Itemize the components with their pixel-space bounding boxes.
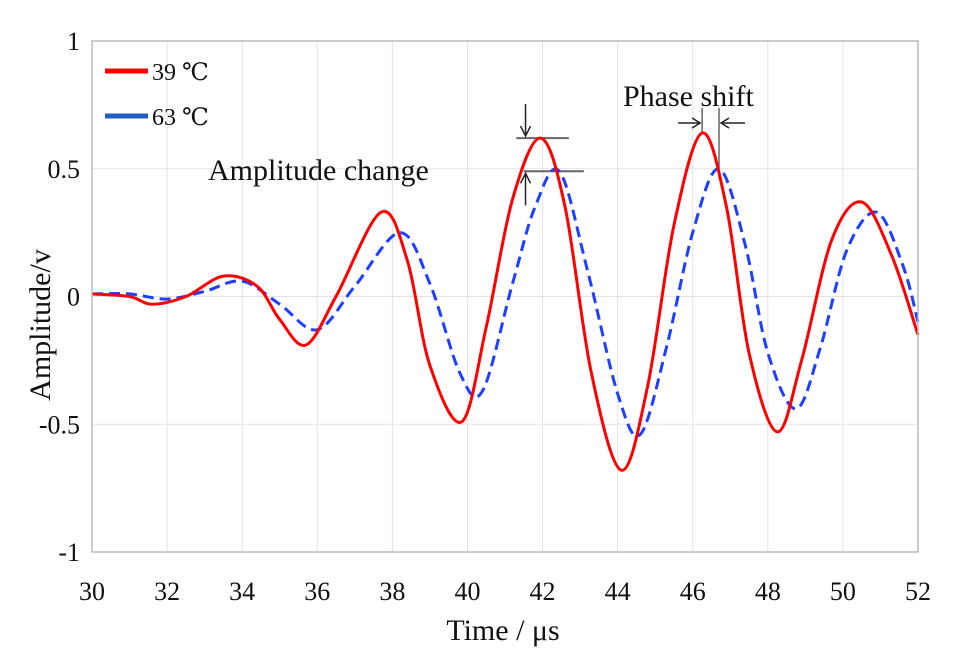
- amplitude-arrow-down-head: [519, 125, 532, 138]
- x-tick-label: 40: [454, 577, 480, 606]
- series-line-63c: [91, 167, 920, 438]
- legend-label-39: 39 ℃: [152, 60, 209, 86]
- series-lines: [91, 131, 920, 472]
- amplitude-arrow-up-head: [519, 171, 532, 184]
- plot-frame: [91, 40, 919, 553]
- x-tick-label: 36: [304, 577, 330, 606]
- grid-lines: [91, 40, 919, 553]
- legend: 39 ℃ 63 ℃: [105, 60, 209, 131]
- x-tick-label: 46: [680, 577, 706, 606]
- x-axis-label: Time / μs: [446, 614, 559, 647]
- y-tick-label: 0: [67, 283, 80, 312]
- x-tick-label: 52: [905, 577, 931, 606]
- phase-arrow-left-head: [719, 117, 730, 129]
- y-tick-label: -0.5: [39, 410, 80, 439]
- x-tick-label: 42: [530, 577, 556, 606]
- x-tick-label: 34: [229, 577, 255, 606]
- annotation-amplitude-change: Amplitude change: [208, 154, 429, 187]
- x-tick-label: 38: [379, 577, 405, 606]
- x-tick-label: 50: [830, 577, 856, 606]
- x-tick-label: 32: [154, 577, 180, 606]
- phase-arrow-right-head: [691, 117, 702, 129]
- y-tick-label: 1: [67, 27, 80, 56]
- y-tick-labels: 1 0.5 0 -0.5 -1: [39, 27, 80, 567]
- y-tick-label: 0.5: [48, 155, 81, 184]
- legend-label-63: 63 ℃: [152, 105, 209, 131]
- series-line-39c: [91, 131, 920, 472]
- x-tick-label: 30: [79, 577, 105, 606]
- y-tick-label: -1: [58, 538, 80, 567]
- x-tick-label: 48: [755, 577, 781, 606]
- y-axis-label: Amplitude/v: [24, 249, 57, 401]
- x-tick-labels: 30 32 34 36 38 40 42 44 46 48 50 52: [79, 577, 931, 606]
- annotation-phase-shift: Phase shift: [623, 80, 754, 113]
- x-tick-label: 44: [605, 577, 631, 606]
